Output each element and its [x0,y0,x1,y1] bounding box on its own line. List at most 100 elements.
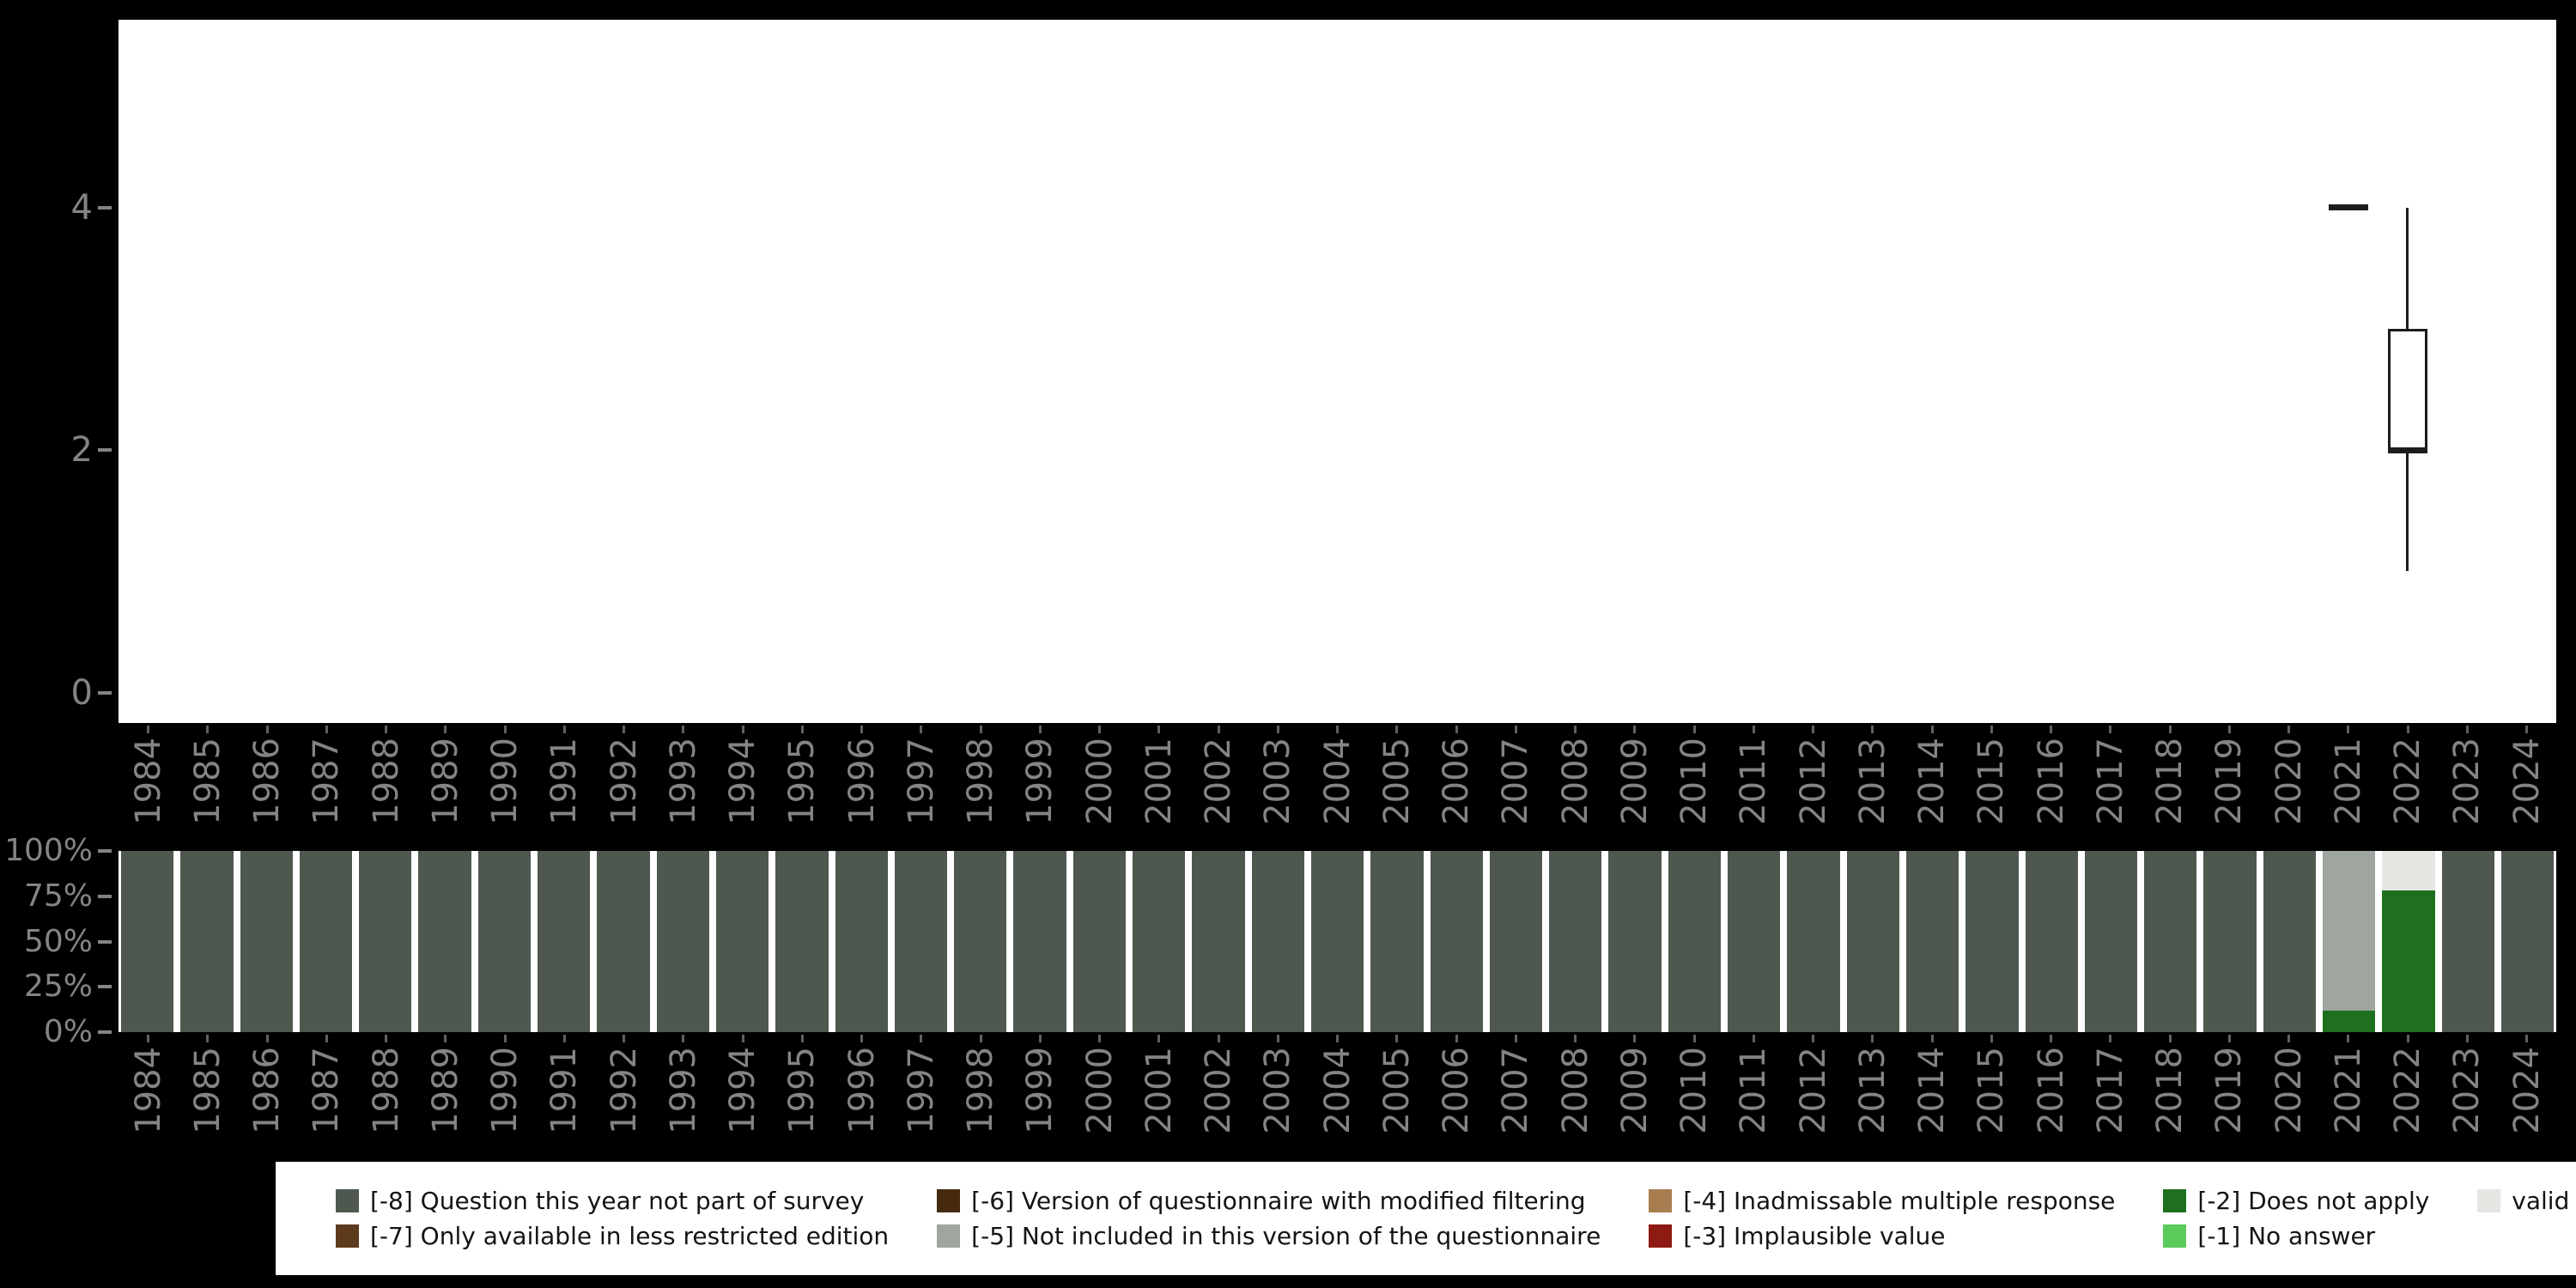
legend-swatch [2163,1224,2187,1248]
x-axis-tick-label: 2012 [1793,738,1833,825]
x-axis-tick-label: 1984 [128,1047,168,1134]
x-axis-cell: 2022 [2379,726,2438,837]
x-axis-tick-label: 2019 [2209,738,2250,825]
stacked-bar [1489,851,1543,1032]
x-axis-cell: 2005 [1367,726,1426,837]
stacked-bar [1251,851,1304,1032]
x-axis-tick [2525,726,2529,733]
percent-tick-mark [98,894,112,898]
stacked-bar [1370,851,1424,1032]
stacked-bar [656,851,709,1032]
stacked-bar [2025,851,2078,1032]
x-axis-tick [741,726,744,733]
stacked-bar [359,851,412,1032]
x-axis-tick-label: 2017 [2090,1047,2130,1134]
x-axis-tick-label: 2012 [1793,1047,1833,1134]
bar-segment [180,851,234,1032]
x-axis-tick-label: 1984 [128,738,168,825]
year-axis-bottom: 1984 1985 1986 1987 1988 1989 1990 1991 1992 1993… [118,1035,2556,1146]
stacked-bar [1310,851,1364,1032]
x-axis-tick-label: 1998 [961,738,1001,825]
x-axis-cell: 2012 [1783,726,1843,837]
x-axis-tick-label: 2013 [1852,738,1893,825]
x-axis-tick [1812,1035,1815,1042]
bar-segment [1370,851,1424,1032]
x-axis-tick-label: 1986 [247,1047,288,1134]
x-axis-cell: 1995 [773,1035,832,1146]
x-axis-cell: 1992 [594,726,653,837]
x-axis-tick [265,726,269,733]
bar-segment [2144,851,2197,1032]
x-axis-cell: 2001 [1129,1035,1188,1146]
x-axis-tick-label: 2004 [1317,1047,1358,1134]
x-axis-tick [2227,726,2231,733]
legend-item: [-1] No answer [2163,1222,2429,1250]
x-axis-tick-label: 2000 [1079,738,1120,825]
x-axis-tick [147,726,150,733]
stacked-bar [180,851,234,1032]
x-axis-cell: 2011 [1724,726,1783,837]
x-axis-cell: 2015 [1962,1035,2021,1146]
bar-segment [477,851,532,1032]
bar-segment [954,851,1007,1032]
x-axis-tick [1990,726,1993,733]
bar-segment [240,851,293,1032]
x-axis-tick-label: 2021 [2328,738,2368,825]
legend-label: [-7] Only available in less restricted e… [370,1222,890,1250]
x-axis-tick-label: 2001 [1139,738,1179,825]
bar-segment [835,851,888,1032]
x-axis-tick [503,1035,507,1042]
x-axis-cell: 2014 [1903,726,1962,837]
x-axis-cell: 2008 [1546,1035,1605,1146]
legend-item: [-4] Inadmissable multiple response [1649,1187,2115,1215]
x-axis-cell: 1988 [356,726,416,837]
x-axis-cell: 2018 [2141,726,2200,837]
x-axis-tick-label: 2006 [1437,1047,1477,1134]
x-axis-tick [979,1035,982,1042]
boxplot-chart-area: 4 2 0 [0,20,2576,723]
x-axis-cell: 2017 [2081,726,2140,837]
x-axis-tick [147,1035,150,1042]
x-axis-tick [920,726,923,733]
stacked-bar [2203,851,2257,1032]
x-axis-cell: 2007 [1486,726,1546,837]
x-axis-tick [1455,726,1458,733]
boxplot-y-tick-label: 2 [70,430,93,471]
bar-segment [1965,851,2019,1032]
bar-segment [2322,1010,2376,1032]
x-axis-tick [800,726,804,733]
legend-item: [-8] Question this year not part of surv… [336,1187,889,1215]
x-axis-tick-label: 2018 [2150,738,2190,825]
x-axis-tick-label: 2016 [2031,1047,2071,1134]
x-axis-tick-label: 1986 [247,738,288,825]
bar-panel [118,851,2556,1032]
x-axis-tick-label: 1990 [485,738,526,825]
legend-label: [-4] Inadmissable multiple response [1683,1187,2116,1215]
x-axis-tick [1514,1035,1517,1042]
stacked-bar [418,851,471,1032]
x-axis-tick [1633,726,1637,733]
stacked-bar [240,851,293,1032]
bar-segment [1728,851,1781,1032]
boxplot-median [2328,204,2368,211]
bar-segment [2500,851,2555,1032]
x-axis-cell: 1997 [891,1035,951,1146]
x-axis-tick [1692,1035,1696,1042]
x-axis-tick-label: 1992 [604,738,644,825]
x-axis-tick-label: 2022 [2388,1047,2428,1134]
bar-segment [299,851,353,1032]
x-axis-tick-label: 2008 [1555,1047,1595,1134]
stacked-bar [2263,851,2316,1032]
x-axis-cell: 2005 [1367,1035,1426,1146]
percent-tick-label: 100% [4,833,93,868]
boxplot-y-tick-label: 4 [70,187,93,228]
x-axis-tick [2168,1035,2172,1042]
legend-item: [-2] Does not apply [2163,1187,2429,1215]
boxplot-median [2387,447,2427,453]
percent-tick-mark [98,1030,112,1034]
x-axis-tick [1812,726,1815,733]
bar-segment [538,851,591,1032]
stacked-bar [835,851,888,1032]
x-axis-cell: 2014 [1903,1035,1962,1146]
